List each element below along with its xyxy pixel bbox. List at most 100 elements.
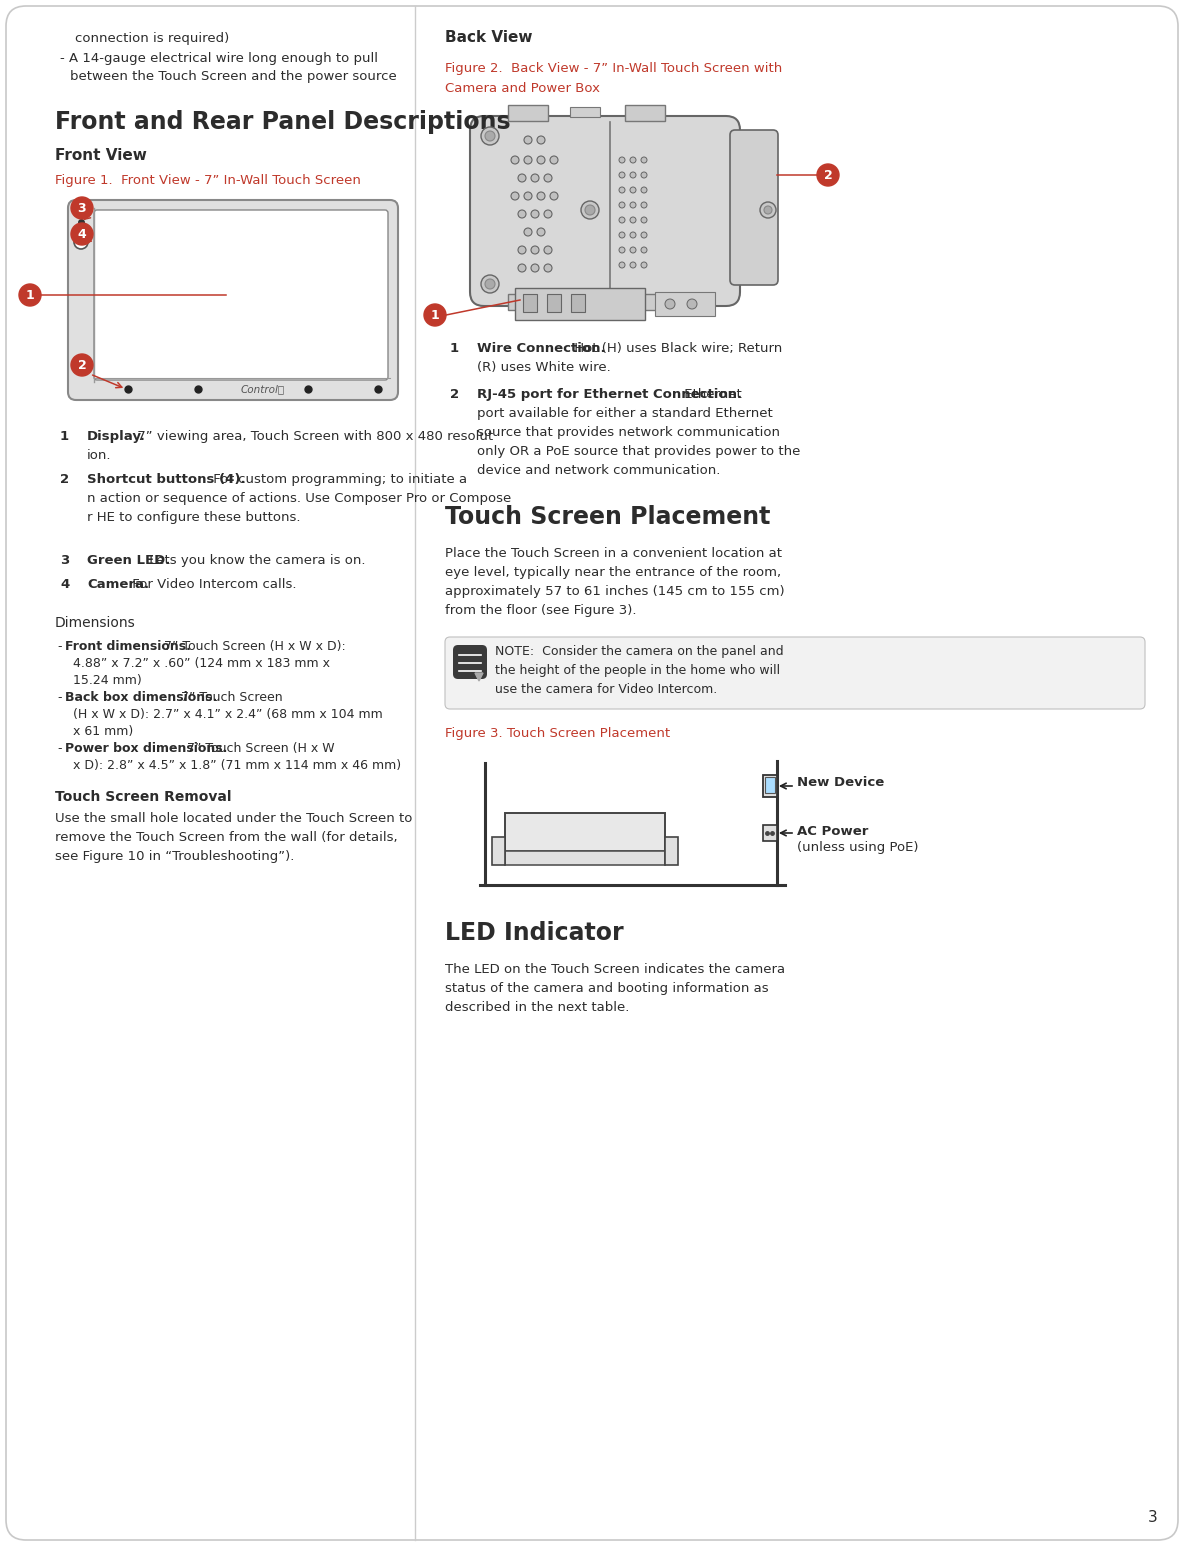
Text: use the camera for Video Intercom.: use the camera for Video Intercom. xyxy=(495,683,718,696)
Circle shape xyxy=(543,264,552,272)
Circle shape xyxy=(581,201,599,220)
Circle shape xyxy=(551,192,558,199)
Circle shape xyxy=(525,227,532,237)
Bar xyxy=(762,775,777,798)
Text: remove the Touch Screen from the wall (for details,: remove the Touch Screen from the wall (f… xyxy=(54,832,398,844)
Text: The LED on the Touch Screen indicates the camera: The LED on the Touch Screen indicates th… xyxy=(445,963,785,976)
Circle shape xyxy=(538,227,545,237)
Text: For custom programming; to initiate a: For custom programming; to initiate a xyxy=(208,473,466,485)
Text: Back box dimensions.: Back box dimensions. xyxy=(65,691,217,703)
Text: Place the Touch Screen in a convenient location at: Place the Touch Screen in a convenient l… xyxy=(445,547,781,560)
Text: Wire Connection.: Wire Connection. xyxy=(477,342,606,356)
Bar xyxy=(765,778,776,793)
Circle shape xyxy=(619,158,625,162)
Text: Shortcut buttons (4).: Shortcut buttons (4). xyxy=(86,473,245,485)
Text: Camera.: Camera. xyxy=(86,578,149,591)
Circle shape xyxy=(630,216,636,223)
Text: 2: 2 xyxy=(824,169,832,182)
Text: status of the camera and booting information as: status of the camera and booting informa… xyxy=(445,982,768,996)
Circle shape xyxy=(71,223,94,244)
Circle shape xyxy=(543,175,552,182)
Text: -: - xyxy=(57,640,62,652)
Bar xyxy=(762,826,777,841)
Circle shape xyxy=(525,156,532,164)
Bar xyxy=(523,294,538,312)
Text: connection is required): connection is required) xyxy=(75,32,230,45)
Text: (unless using PoE): (unless using PoE) xyxy=(797,841,919,853)
Circle shape xyxy=(519,210,526,218)
Circle shape xyxy=(817,164,839,186)
Circle shape xyxy=(543,210,552,218)
Circle shape xyxy=(511,192,519,199)
Circle shape xyxy=(641,187,646,193)
FancyBboxPatch shape xyxy=(445,637,1145,710)
Circle shape xyxy=(485,131,495,141)
Circle shape xyxy=(630,261,636,267)
Circle shape xyxy=(530,246,539,254)
Circle shape xyxy=(619,172,625,178)
Circle shape xyxy=(641,247,646,254)
Text: 7” Touch Screen (H x W x D):: 7” Touch Screen (H x W x D): xyxy=(160,640,346,652)
Text: LED Indicator: LED Indicator xyxy=(445,921,624,945)
Bar xyxy=(547,294,561,312)
Circle shape xyxy=(619,187,625,193)
Circle shape xyxy=(71,354,94,376)
Circle shape xyxy=(764,206,772,213)
Text: Front dimensions.: Front dimensions. xyxy=(65,640,191,652)
Text: For Video Intercom calls.: For Video Intercom calls. xyxy=(128,578,296,591)
Circle shape xyxy=(665,298,675,309)
Bar xyxy=(655,292,715,315)
Circle shape xyxy=(630,158,636,162)
Circle shape xyxy=(530,175,539,182)
Text: -: - xyxy=(57,742,62,754)
Circle shape xyxy=(481,275,498,294)
Circle shape xyxy=(641,158,646,162)
Circle shape xyxy=(530,264,539,272)
Circle shape xyxy=(619,232,625,238)
Text: 4.88” x 7.2” x .60” (124 mm x 183 mm x: 4.88” x 7.2” x .60” (124 mm x 183 mm x xyxy=(73,657,330,669)
Circle shape xyxy=(511,156,519,164)
Circle shape xyxy=(641,261,646,267)
Text: r HE to configure these buttons.: r HE to configure these buttons. xyxy=(86,512,301,524)
Circle shape xyxy=(641,216,646,223)
Text: (R) uses White wire.: (R) uses White wire. xyxy=(477,362,611,374)
Text: 1: 1 xyxy=(60,430,69,444)
Text: 15.24 mm): 15.24 mm) xyxy=(73,674,142,686)
Text: -: - xyxy=(57,691,62,703)
Bar xyxy=(506,813,665,850)
Bar xyxy=(665,836,678,866)
Text: eye level, typically near the entrance of the room,: eye level, typically near the entrance o… xyxy=(445,566,781,580)
Circle shape xyxy=(530,210,539,218)
Circle shape xyxy=(641,232,646,238)
Text: Front and Rear Panel Descriptions: Front and Rear Panel Descriptions xyxy=(54,110,510,135)
Text: Front View: Front View xyxy=(54,148,147,162)
Text: only OR a PoE source that provides power to the: only OR a PoE source that provides power… xyxy=(477,445,800,458)
Text: see Figure 10 in “Troubleshooting”).: see Figure 10 in “Troubleshooting”). xyxy=(54,850,295,863)
Circle shape xyxy=(619,216,625,223)
Circle shape xyxy=(519,264,526,272)
Text: Dimensions: Dimensions xyxy=(54,615,136,631)
Circle shape xyxy=(525,192,532,199)
Text: Ethernet: Ethernet xyxy=(680,388,741,400)
Text: 4: 4 xyxy=(60,578,69,591)
Text: 3: 3 xyxy=(78,203,86,215)
FancyBboxPatch shape xyxy=(470,116,740,306)
Circle shape xyxy=(481,127,498,145)
Circle shape xyxy=(538,156,545,164)
Text: approximately 57 to 61 inches (145 cm to 155 cm): approximately 57 to 61 inches (145 cm to… xyxy=(445,584,785,598)
Text: 1: 1 xyxy=(26,289,34,301)
Bar xyxy=(515,288,645,320)
Circle shape xyxy=(619,203,625,209)
Bar xyxy=(625,105,665,121)
Text: 4: 4 xyxy=(78,227,86,241)
Circle shape xyxy=(630,172,636,178)
Circle shape xyxy=(519,175,526,182)
Text: 2: 2 xyxy=(450,388,459,400)
Circle shape xyxy=(538,192,545,199)
Text: Figure 1.  Front View - 7” In-Wall Touch Screen: Figure 1. Front View - 7” In-Wall Touch … xyxy=(54,175,361,187)
Bar xyxy=(625,294,665,311)
Bar xyxy=(508,105,548,121)
Polygon shape xyxy=(475,673,483,680)
Circle shape xyxy=(424,305,446,326)
Circle shape xyxy=(641,172,646,178)
